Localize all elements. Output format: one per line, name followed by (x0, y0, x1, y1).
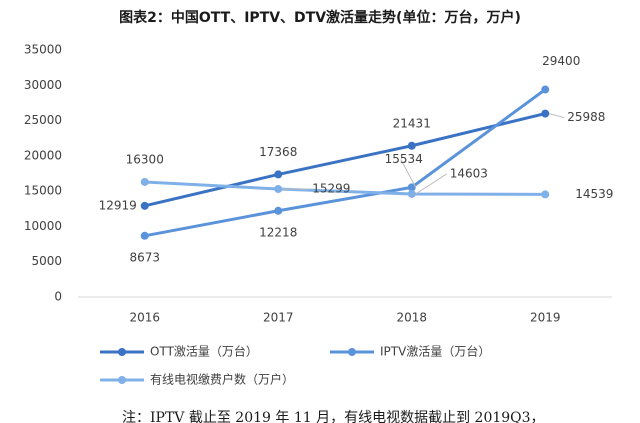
data-label: 29400 (542, 54, 580, 68)
point (274, 206, 283, 215)
chart-title: 图表2：中国OTT、IPTV、DTV激活量走势(单位：万台，万户) (119, 9, 521, 26)
y-tick-label: 15000 (24, 184, 62, 198)
point (407, 183, 416, 192)
data-label: 21431 (393, 116, 431, 130)
point (541, 109, 550, 118)
data-label: 8673 (129, 250, 160, 264)
data-label: 16300 (126, 152, 164, 166)
y-tick-label: 25000 (24, 113, 62, 127)
point (140, 177, 149, 186)
legend-marker (118, 348, 126, 356)
y-tick-label: 10000 (24, 219, 62, 233)
y-tick-label: 30000 (24, 78, 62, 92)
point (541, 85, 550, 94)
point (407, 189, 416, 198)
y-tick-label: 5000 (31, 254, 62, 268)
x-tick-label: 2016 (129, 311, 160, 325)
leader-line (415, 173, 448, 195)
legend-label: IPTV激活量（万台） (380, 344, 490, 359)
data-label: 12218 (259, 225, 297, 239)
legend-label: OTT激活量（万台） (150, 344, 258, 359)
point (140, 231, 149, 240)
data-label: 12919 (99, 198, 137, 212)
x-tick-label: 2018 (396, 311, 427, 325)
series-line (144, 88, 547, 238)
legend-label: 有线电视缴费户数（万户） (150, 372, 294, 387)
x-tick-label: 2017 (263, 311, 294, 325)
point (541, 190, 550, 199)
data-label: 17368 (259, 145, 297, 159)
legend-marker (348, 348, 356, 356)
point (274, 170, 283, 179)
point (407, 141, 416, 150)
x-tick-label: 2019 (530, 311, 561, 325)
y-tick-label: 0 (54, 290, 62, 304)
footnote: 注：IPTV 截止至 2019 年 11 月，有线电视数据截止到 2019Q3， (122, 410, 545, 423)
leader-line (549, 113, 565, 119)
series-line (144, 180, 546, 196)
leader-line (400, 159, 417, 188)
legend-marker (118, 376, 126, 384)
y-tick-label: 35000 (24, 43, 62, 57)
data-label: 25988 (567, 110, 605, 124)
data-label: 15299 (312, 182, 350, 196)
y-tick-label: 20000 (24, 148, 62, 162)
data-label: 14603 (450, 166, 488, 180)
series-line (144, 112, 546, 208)
data-label: 14539 (575, 187, 613, 201)
data-label: 15534 (385, 152, 423, 166)
point (140, 201, 149, 210)
point (274, 185, 283, 194)
